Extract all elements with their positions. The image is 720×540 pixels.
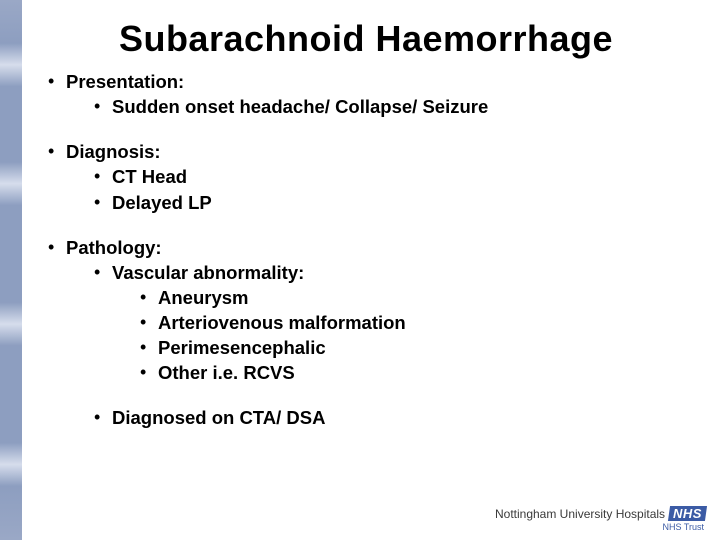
nhs-badge-icon: NHS [668, 506, 707, 521]
footer-logo: Nottingham University Hospitals NHS NHS … [495, 506, 706, 532]
slide-body: Subarachnoid Haemorrhage Presentation: S… [22, 0, 720, 540]
section-pathology: Pathology: Vascular abnormality: Aneurys… [48, 236, 690, 430]
footer-trust-label: NHS Trust [662, 522, 704, 532]
sub-heading-vascular: Vascular abnormality: Aneurysm Arteriove… [94, 261, 690, 385]
footer-org-name: Nottingham University Hospitals [495, 507, 665, 521]
list-item: Arteriovenous malformation [140, 311, 690, 334]
list-item-diagnosed-on: Diagnosed on CTA/ DSA [94, 406, 690, 429]
section-heading: Diagnosis: [66, 141, 161, 162]
list-item: Sudden onset headache/ Collapse/ Seizure [94, 95, 690, 118]
sub-heading-label: Vascular abnormality: [112, 262, 304, 283]
section-diagnosis: Diagnosis: CT Head Delayed LP [48, 140, 690, 213]
list-item: Delayed LP [94, 191, 690, 214]
section-heading: Presentation: [66, 71, 184, 92]
list-item: Aneurysm [140, 286, 690, 309]
list-item: Perimesencephalic [140, 336, 690, 359]
side-accent-bar [0, 0, 22, 540]
slide-title: Subarachnoid Haemorrhage [42, 18, 690, 60]
content-list: Presentation: Sudden onset headache/ Col… [42, 70, 690, 430]
list-item: CT Head [94, 165, 690, 188]
list-item: Other i.e. RCVS [140, 361, 690, 384]
section-presentation: Presentation: Sudden onset headache/ Col… [48, 70, 690, 118]
section-heading: Pathology: [66, 237, 162, 258]
